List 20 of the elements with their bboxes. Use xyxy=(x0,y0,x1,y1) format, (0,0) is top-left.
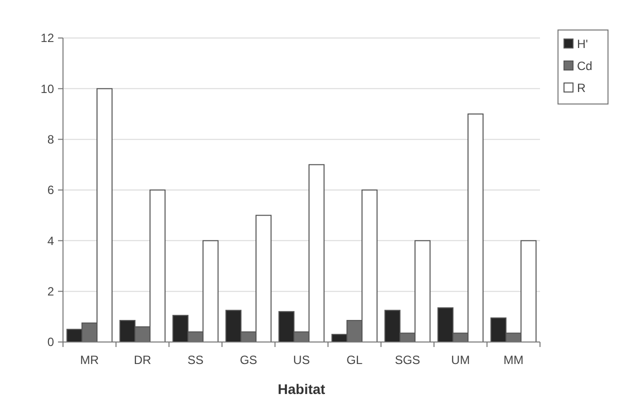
x-tick-label: DR xyxy=(134,353,152,367)
y-tick-label: 4 xyxy=(47,234,54,248)
x-axis-title: Habitat xyxy=(278,381,326,397)
x-tick-label: GL xyxy=(346,353,363,367)
y-tick-label: 10 xyxy=(40,82,54,96)
y-tick-label: 0 xyxy=(47,335,54,350)
y-tick-label: 12 xyxy=(40,31,54,46)
y-tick-label: 6 xyxy=(47,183,54,198)
legend-label: Cd xyxy=(577,59,592,74)
x-tick-label: UM xyxy=(451,353,470,367)
y-tick-label: 2 xyxy=(47,284,54,299)
x-tick-label: MR xyxy=(80,353,100,367)
x-tick-label: MM xyxy=(504,353,524,367)
y-tick-label: 8 xyxy=(47,132,54,147)
legend-label: H' xyxy=(577,37,588,52)
x-tick-label: SS xyxy=(187,353,204,367)
legend-label: R xyxy=(577,81,586,96)
x-tick-label: SGS xyxy=(394,353,420,367)
x-tick-label: US xyxy=(293,353,310,367)
x-tick-label: GS xyxy=(240,353,258,367)
